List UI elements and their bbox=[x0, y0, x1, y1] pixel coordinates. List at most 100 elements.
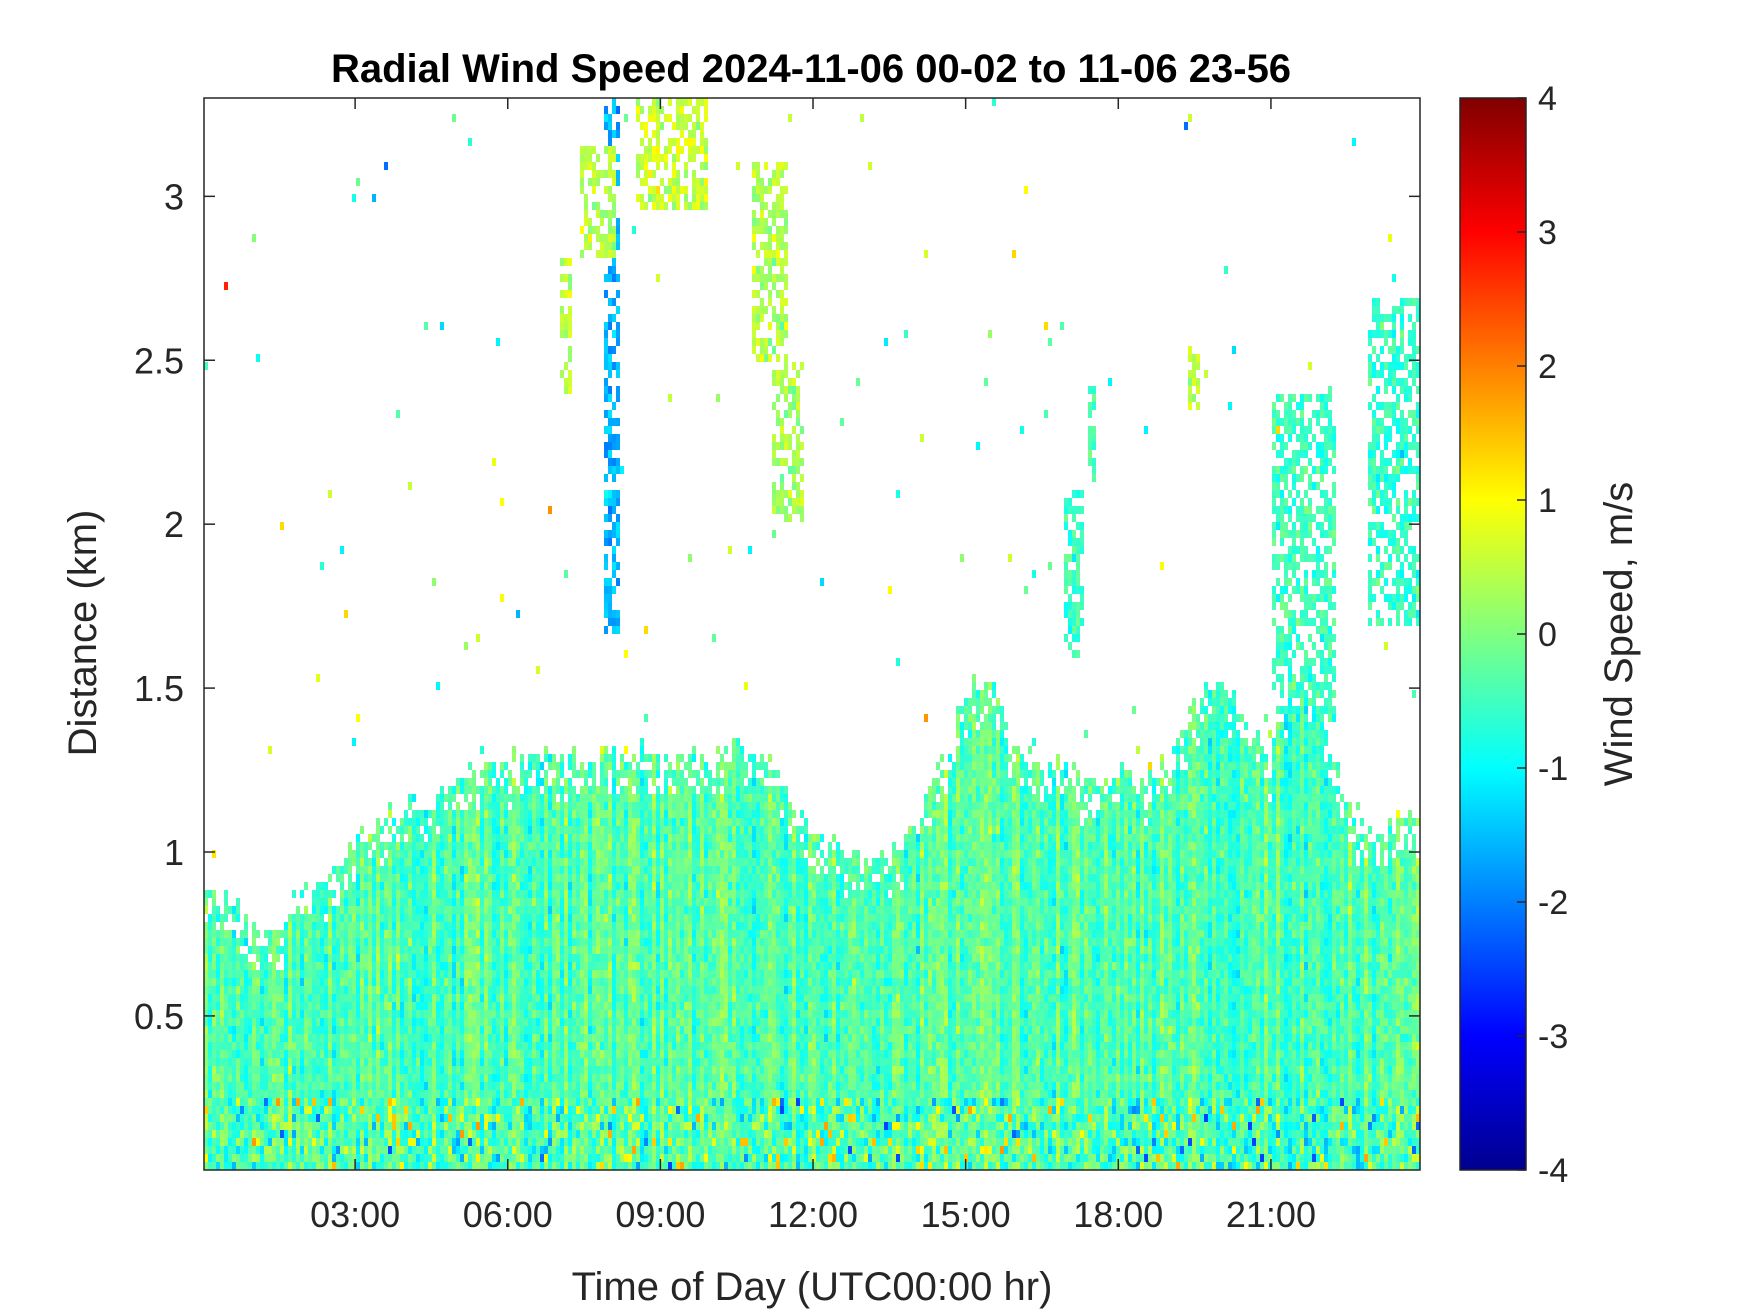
heatmap-cell bbox=[588, 962, 592, 970]
heatmap-cell bbox=[612, 1114, 616, 1122]
heatmap-cell bbox=[596, 946, 600, 954]
heatmap-cell bbox=[476, 898, 480, 906]
heatmap-cell bbox=[376, 1042, 380, 1050]
heatmap-cell bbox=[256, 1114, 260, 1122]
heatmap-cell bbox=[484, 1034, 488, 1042]
heatmap-cell bbox=[416, 1114, 420, 1122]
heatmap-cell bbox=[644, 1154, 648, 1162]
heatmap-cell bbox=[564, 1002, 568, 1010]
heatmap-cell bbox=[452, 858, 456, 866]
heatmap-cell bbox=[356, 1162, 360, 1170]
heatmap-cell bbox=[560, 890, 564, 898]
heatmap-cell bbox=[620, 1090, 624, 1098]
heatmap-cell bbox=[388, 1074, 392, 1082]
heatmap-cell bbox=[552, 1162, 556, 1170]
heatmap-cell bbox=[280, 970, 284, 978]
heatmap-cell bbox=[572, 834, 576, 842]
heatmap-cell bbox=[616, 306, 620, 314]
heatmap-cell bbox=[244, 1018, 248, 1026]
heatmap-cell bbox=[512, 802, 516, 810]
heatmap-cell bbox=[604, 378, 608, 386]
heatmap-cell bbox=[512, 1026, 516, 1034]
heatmap-cell bbox=[604, 426, 608, 434]
heatmap-cell bbox=[212, 1154, 216, 1162]
heatmap-cell bbox=[548, 970, 552, 978]
heatmap-cell bbox=[580, 770, 584, 778]
heatmap-cell bbox=[384, 1034, 388, 1042]
heatmap-cell bbox=[616, 338, 620, 346]
heatmap-cell bbox=[472, 1090, 476, 1098]
heatmap-cell bbox=[612, 250, 616, 258]
heatmap-cell bbox=[428, 938, 432, 946]
heatmap-cell bbox=[572, 842, 576, 850]
heatmap-cell bbox=[220, 1042, 224, 1050]
heatmap-cell bbox=[592, 962, 596, 970]
heatmap-cell bbox=[236, 1074, 240, 1082]
heatmap-cell bbox=[332, 1114, 336, 1122]
heatmap-cell bbox=[636, 1018, 640, 1026]
heatmap-cell bbox=[620, 986, 624, 994]
heatmap-cell bbox=[248, 978, 252, 986]
heatmap-cell bbox=[536, 1058, 540, 1066]
heatmap-cell bbox=[232, 970, 236, 978]
heatmap-cell bbox=[416, 890, 420, 898]
heatmap-cell bbox=[380, 842, 384, 850]
heatmap-cell bbox=[544, 786, 548, 794]
heatmap-cell bbox=[580, 826, 584, 834]
heatmap-cell bbox=[552, 762, 556, 770]
heatmap-cell bbox=[612, 890, 616, 898]
heatmap-cell bbox=[452, 962, 456, 970]
heatmap-cell bbox=[476, 1074, 480, 1082]
heatmap-cell bbox=[544, 842, 548, 850]
heatmap-cell bbox=[440, 970, 444, 978]
heatmap-cell bbox=[480, 1018, 484, 1026]
heatmap-cell bbox=[544, 1002, 548, 1010]
heatmap-cell bbox=[340, 946, 344, 954]
heatmap-cell bbox=[456, 1026, 460, 1034]
heatmap-cell bbox=[504, 890, 508, 898]
heatmap-cell bbox=[360, 962, 364, 970]
heatmap-cell bbox=[564, 274, 568, 282]
heatmap-cell bbox=[616, 1162, 620, 1170]
heatmap-cell bbox=[484, 962, 488, 970]
heatmap-cell bbox=[304, 1154, 308, 1162]
heatmap-cell bbox=[284, 978, 288, 986]
heatmap-cell bbox=[616, 434, 620, 442]
heatmap-cell bbox=[604, 1098, 608, 1106]
heatmap-cell bbox=[564, 922, 568, 930]
heatmap-cell bbox=[640, 1074, 644, 1082]
heatmap-cell bbox=[564, 882, 568, 890]
heatmap-cell bbox=[612, 1154, 616, 1162]
heatmap-cell bbox=[436, 1026, 440, 1034]
heatmap-cell bbox=[372, 970, 376, 978]
heatmap-cell bbox=[532, 1114, 536, 1122]
heatmap-cell bbox=[468, 930, 472, 938]
heatmap-cell bbox=[436, 946, 440, 954]
heatmap-cell bbox=[464, 778, 468, 786]
heatmap-cell bbox=[620, 1114, 624, 1122]
heatmap-cell bbox=[612, 754, 616, 762]
heatmap-cell bbox=[584, 850, 588, 858]
heatmap-cell bbox=[316, 1018, 320, 1026]
heatmap-cell bbox=[340, 1138, 344, 1146]
heatmap-cell bbox=[552, 874, 556, 882]
heatmap-cell bbox=[392, 1074, 396, 1082]
heatmap-cell bbox=[572, 1074, 576, 1082]
heatmap-cell bbox=[432, 1050, 436, 1058]
heatmap-cell bbox=[564, 1074, 568, 1082]
heatmap-cell bbox=[516, 1058, 520, 1066]
heatmap-cell bbox=[312, 1010, 316, 1018]
heatmap-cell bbox=[324, 1002, 328, 1010]
heatmap-cell bbox=[296, 1122, 300, 1130]
heatmap-cell bbox=[532, 938, 536, 946]
heatmap-cell bbox=[528, 834, 532, 842]
heatmap-cell bbox=[392, 954, 396, 962]
heatmap-cell bbox=[560, 922, 564, 930]
heatmap-cell bbox=[444, 882, 448, 890]
heatmap-cell bbox=[536, 1002, 540, 1010]
heatmap-cell bbox=[360, 1066, 364, 1074]
heatmap-cell bbox=[304, 882, 308, 890]
heatmap-cell bbox=[468, 994, 472, 1002]
heatmap-cell bbox=[268, 1034, 272, 1042]
heatmap-cell bbox=[328, 490, 332, 498]
